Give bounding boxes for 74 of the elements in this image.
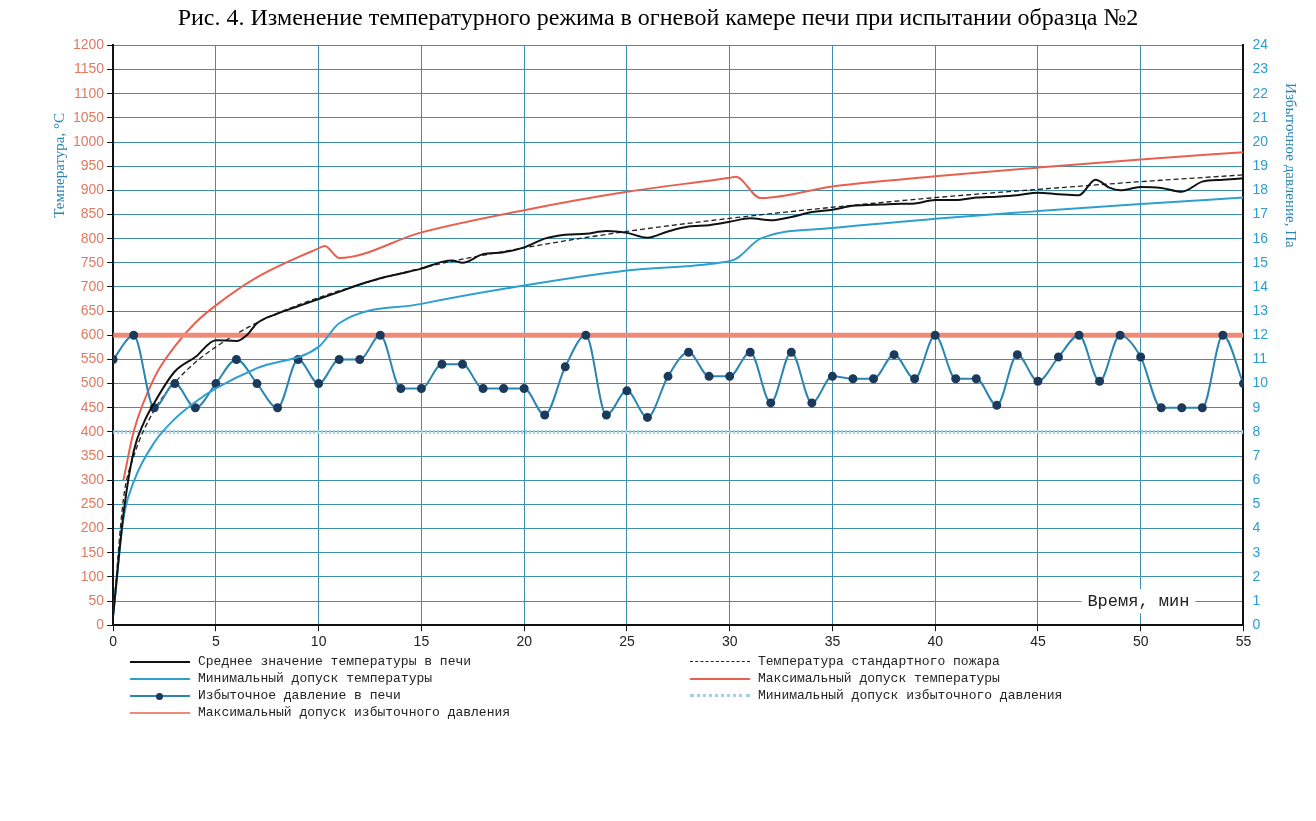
y2-tick-label: 23 <box>1252 60 1269 77</box>
y-tick-label: 950 <box>80 157 105 174</box>
y-tick-label: 200 <box>80 519 105 536</box>
y2-tick-label: 13 <box>1252 302 1269 318</box>
legend-label: Температура стандартного пожара <box>758 654 1000 669</box>
y2-tick-label: 17 <box>1252 205 1269 222</box>
x-tick-label: 10 <box>310 633 327 650</box>
x-tick-label: 30 <box>721 633 738 650</box>
y-tick-label: 300 <box>80 471 105 488</box>
y2-tick-label: 0 <box>1252 616 1261 633</box>
y-tick-label: 400 <box>80 422 105 439</box>
x-tick-label: 5 <box>212 633 220 650</box>
y2-tick-label: 4 <box>1252 519 1261 536</box>
y2-tick-label: 22 <box>1252 84 1269 101</box>
y-tick-label: 750 <box>80 253 105 270</box>
y2-tick-label: 7 <box>1252 446 1261 463</box>
x-tick-label: 0 <box>109 633 118 650</box>
y-tick-label: 150 <box>80 543 105 560</box>
y-tick-label: 650 <box>80 302 105 318</box>
y2-tick-label: 10 <box>1252 374 1269 391</box>
y-tick-label: 500 <box>80 374 105 391</box>
y2-tick-label: 1 <box>1252 591 1261 608</box>
x-tick-label: 25 <box>619 633 635 650</box>
y-tick-label: 50 <box>88 591 105 608</box>
y-tick-label: 1100 <box>74 84 105 101</box>
x-tick-label: 15 <box>413 633 430 650</box>
legend-label: Среднее значение температуры в печи <box>198 654 472 669</box>
y2-tick-label: 20 <box>1252 132 1269 149</box>
y-tick-label: 1150 <box>74 60 105 77</box>
y-tick-label: 850 <box>80 205 105 222</box>
y-tick-label: 1000 <box>72 132 105 149</box>
x-tick-label: 35 <box>824 633 841 650</box>
y2-tick-label: 9 <box>1252 398 1261 415</box>
y2-tick-label: 18 <box>1252 181 1269 198</box>
y-axis-title: Температура, °С <box>50 113 67 218</box>
legend-label: Максимальный допуск избыточного давления <box>198 705 511 720</box>
y2-tick-label: 5 <box>1252 495 1261 512</box>
legend-label: Избыточное давление в печи <box>198 688 401 703</box>
y2-tick-label: 8 <box>1252 422 1261 439</box>
y-tick-label: 1050 <box>72 108 105 125</box>
y2-tick-label: 14 <box>1252 277 1269 294</box>
y2-tick-label: 6 <box>1252 471 1261 488</box>
y-tick-label: 350 <box>80 446 105 463</box>
y2-tick-label: 24 <box>1252 36 1269 53</box>
legend-label: Максимальный допуск температуры <box>758 671 1000 686</box>
y2-tick-label: 12 <box>1252 326 1269 343</box>
y-tick-label: 1200 <box>72 36 105 53</box>
chart-title: Рис. 4. Изменение температурного режима в огневой камере печи при испытании образца №2 <box>176 3 1140 32</box>
y2-axis-title: Избыточное давление, Па <box>1283 83 1300 249</box>
y-tick-label: 600 <box>80 326 105 343</box>
x-axis-title: Время, мин <box>1087 591 1190 611</box>
y-tick-label: 100 <box>80 567 105 584</box>
y2-tick-label: 16 <box>1252 229 1269 246</box>
y-tick-label: 250 <box>80 495 105 512</box>
x-tick-label: 20 <box>516 633 533 650</box>
y-tick-label: 700 <box>80 277 105 294</box>
y2-tick-label: 3 <box>1252 543 1261 560</box>
y-tick-label: 0 <box>96 616 105 633</box>
y-tick-label: 900 <box>80 181 105 198</box>
y2-tick-label: 2 <box>1252 567 1261 584</box>
x-tick-label: 40 <box>927 633 944 650</box>
y2-tick-label: 15 <box>1252 253 1269 270</box>
y-tick-label: 450 <box>80 398 105 415</box>
y-tick-label: 550 <box>80 350 105 367</box>
legend-label: Минимальный допуск температуры <box>198 671 433 686</box>
y2-tick-label: 21 <box>1252 108 1269 125</box>
y2-tick-label: 19 <box>1252 157 1269 174</box>
y2-tick-label: 11 <box>1252 350 1268 367</box>
line-series <box>122 151 1244 482</box>
x-tick-label: 45 <box>1030 633 1046 650</box>
y-tick-label: 800 <box>80 229 105 246</box>
x-tick-label: 55 <box>1235 633 1252 650</box>
x-tick-label: 50 <box>1132 633 1149 650</box>
legend-label: Минимальный допуск избыточного давления <box>758 688 1063 703</box>
